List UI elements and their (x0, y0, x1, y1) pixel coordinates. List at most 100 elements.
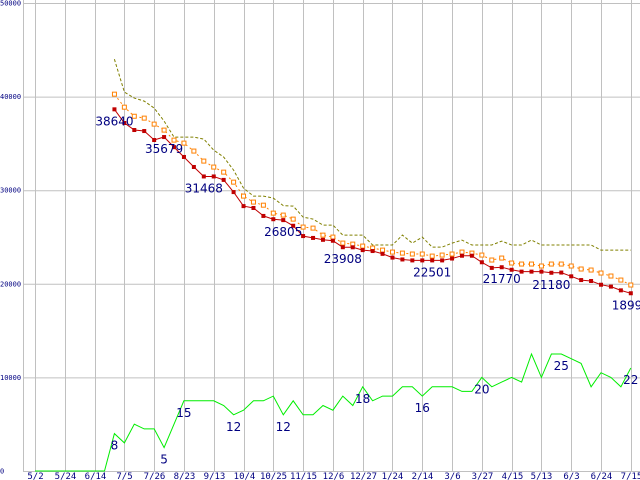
y-tick-label: 0 (0, 468, 4, 476)
data-point (479, 260, 484, 265)
data-point (221, 169, 227, 175)
data-point (231, 190, 236, 195)
data-point (390, 255, 395, 260)
data-point (360, 243, 366, 249)
data-label: 8 (111, 439, 119, 453)
data-point (142, 129, 147, 134)
x-tick-label: 10/25 (260, 472, 287, 480)
data-point (152, 138, 157, 143)
x-tick-label: 6/14 (85, 472, 107, 480)
data-label: 16 (415, 401, 430, 415)
x-tick-label: 8/23 (174, 472, 196, 480)
data-label: 12 (276, 420, 291, 434)
data-point (429, 253, 435, 259)
x-tick-label: 5/2 (27, 472, 43, 480)
data-point (539, 269, 544, 274)
x-tick-label: 10/4 (234, 472, 256, 480)
data-label: 22501 (413, 265, 451, 279)
data-point (330, 234, 336, 240)
data-point (389, 249, 395, 255)
data-point (559, 270, 564, 275)
y-tick-label: 40000 (0, 93, 21, 101)
data-point (400, 257, 405, 262)
data-point (569, 274, 574, 279)
series-upper-dashed (113, 59, 631, 251)
y-axis: 0 10000 20000 30000 40000 50000 (0, 0, 21, 476)
data-point (221, 177, 226, 182)
data-point (380, 247, 386, 253)
data-point (519, 269, 524, 274)
data-point (509, 267, 514, 272)
data-point (399, 250, 405, 256)
data-point (459, 249, 465, 255)
data-point (579, 278, 584, 283)
y-tick-label: 30000 (0, 187, 21, 195)
data-point (132, 128, 137, 133)
data-label: 25 (554, 359, 569, 373)
data-point (241, 193, 247, 199)
x-tick-label: 9/13 (204, 472, 226, 480)
data-point (469, 253, 474, 258)
data-point (489, 257, 495, 263)
x-tick-label: 7/5 (116, 472, 132, 480)
series-line-upper-dashed (113, 59, 631, 251)
data-point (191, 148, 197, 154)
data-point (301, 234, 306, 239)
data-point (181, 154, 186, 159)
data-point (409, 251, 415, 257)
x-tick-label: 5/13 (531, 472, 553, 480)
x-tick-label: 12/27 (350, 472, 377, 480)
data-point (618, 277, 624, 283)
data-point (628, 291, 633, 296)
data-point (311, 235, 316, 240)
data-point (271, 217, 276, 222)
x-tick-label: 5/24 (55, 472, 77, 480)
data-label: 18990 (612, 298, 640, 312)
data-point (141, 115, 147, 121)
data-point (172, 145, 177, 150)
x-tick-label: 4/15 (502, 472, 524, 480)
data-point (479, 252, 485, 258)
data-point (628, 282, 634, 288)
data-label: 21770 (483, 272, 521, 286)
x-tick-label: 1/24 (382, 472, 404, 480)
data-point (499, 255, 505, 261)
data-point (350, 245, 355, 250)
data-point (489, 265, 494, 270)
data-point (261, 213, 266, 218)
y-tick-label: 20000 (0, 280, 21, 288)
data-point (111, 91, 117, 97)
data-label: 26805 (264, 225, 302, 239)
x-tick-label: 3/27 (472, 472, 494, 480)
data-label: 20 (474, 382, 489, 396)
data-point (558, 261, 564, 267)
data-point (310, 225, 316, 231)
data-point (241, 204, 246, 209)
data-point (340, 240, 346, 246)
data-point (122, 120, 127, 125)
x-tick-label: 3/6 (444, 472, 460, 480)
data-point (529, 269, 534, 274)
data-point (598, 270, 604, 276)
data-label: 12 (226, 420, 241, 434)
data-label: 35679 (145, 142, 183, 156)
data-label: 5 (160, 453, 168, 467)
data-point (589, 278, 594, 283)
data-point (608, 273, 614, 279)
data-point (410, 258, 415, 263)
data-label: 15 (176, 406, 191, 420)
data-point (290, 216, 296, 222)
data-point (280, 212, 286, 218)
data-point (211, 174, 216, 179)
data-point (121, 104, 127, 110)
data-label: 23908 (324, 252, 362, 266)
data-point (162, 135, 167, 140)
data-point (578, 266, 584, 272)
data-point (340, 245, 345, 250)
data-point (112, 107, 117, 112)
data-point (449, 251, 455, 257)
data-point (549, 270, 554, 275)
x-tick-label: 7/26 (144, 472, 166, 480)
data-label: 22 (623, 373, 638, 387)
data-point (430, 258, 435, 263)
